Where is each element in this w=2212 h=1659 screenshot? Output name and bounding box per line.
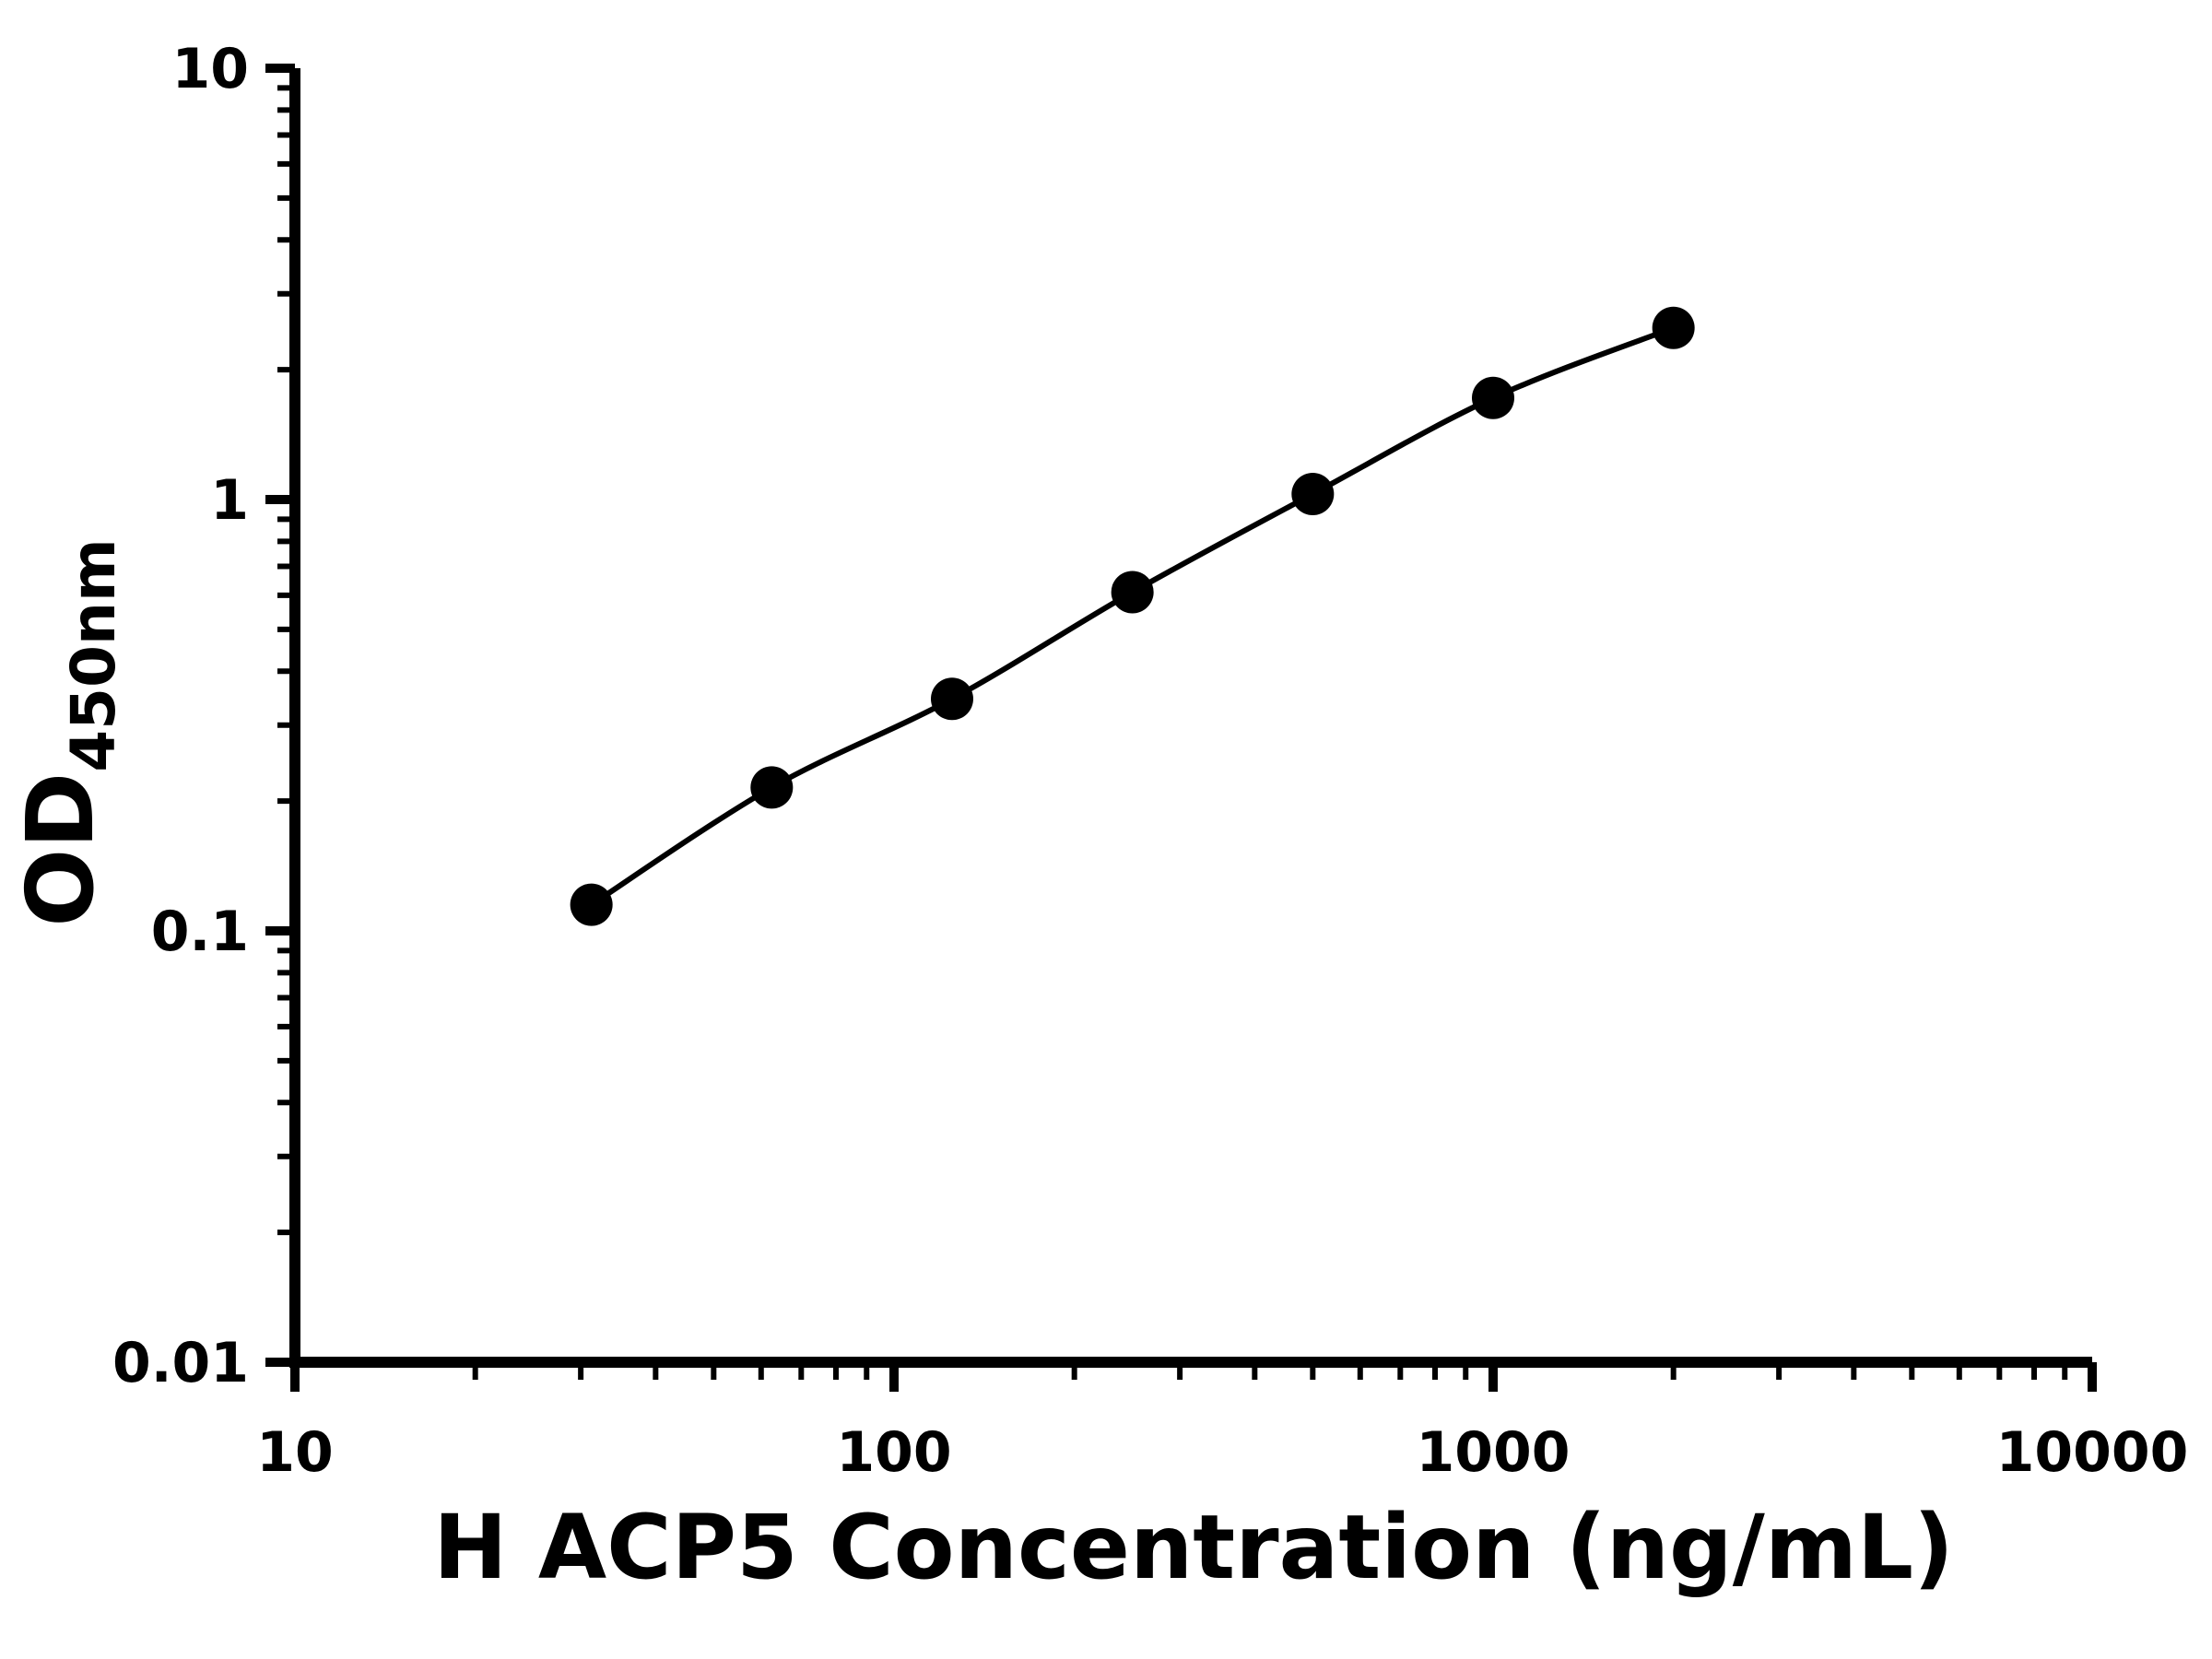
data-point (1472, 376, 1514, 419)
x-tick-label: 100 (836, 1420, 951, 1485)
y-tick-label: 0.1 (151, 900, 249, 964)
data-point (1111, 571, 1154, 614)
y-axis-title-subscript: 450nm (58, 538, 129, 772)
data-point (930, 677, 973, 721)
y-tick-label: 0.01 (112, 1331, 249, 1395)
x-axis-title: H ACP5 Concentration (ng/mL) (433, 1496, 1954, 1599)
data-point (750, 766, 794, 809)
x-tick-label: 10000 (1996, 1420, 2189, 1485)
x-tick-label: 10 (256, 1420, 334, 1485)
standard-curve-line (590, 324, 1675, 908)
data-point (1291, 472, 1335, 515)
data-point (1652, 306, 1695, 349)
y-tick-label: 10 (172, 37, 250, 101)
y-tick-label: 1 (210, 468, 249, 533)
axis-spines (289, 68, 2092, 1368)
x-tick-label: 1000 (1417, 1420, 1571, 1485)
y-axis-title: OD450nm (6, 538, 129, 927)
plot-layer: 10 100 1000 10000 0.01 0.1 1 10 (112, 37, 2188, 1485)
data-point (570, 883, 613, 926)
y-axis-title-main: OD (6, 772, 114, 927)
